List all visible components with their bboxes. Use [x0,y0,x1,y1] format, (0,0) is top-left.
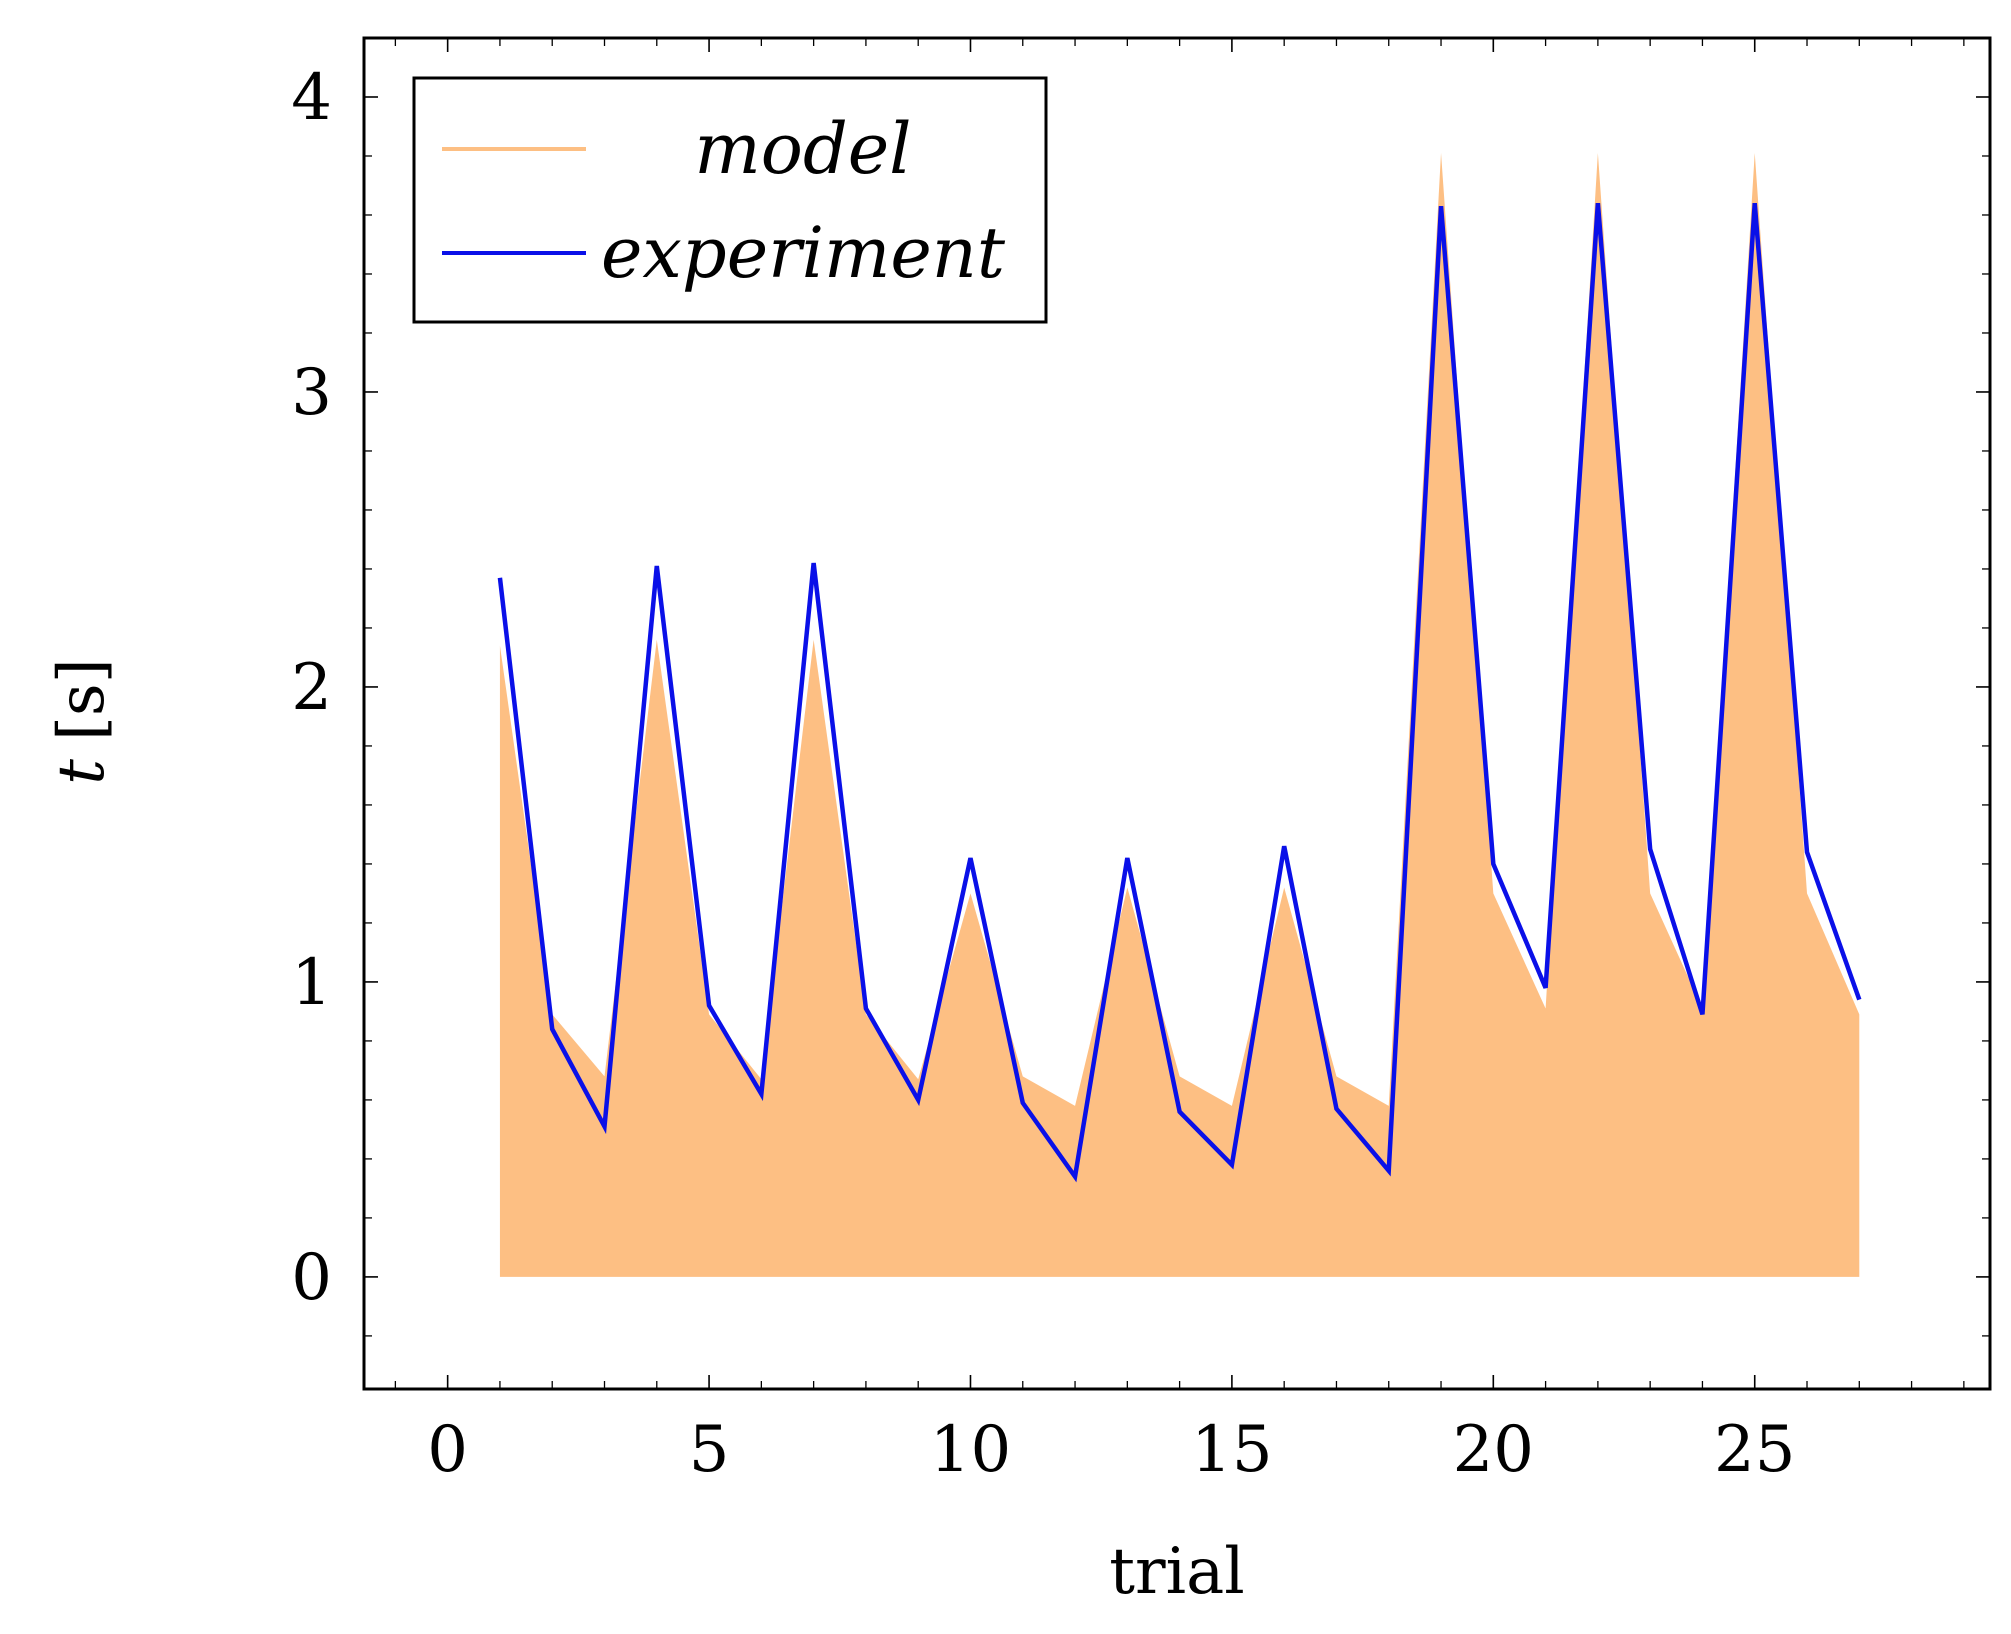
legend: model experiment [412,76,1048,324]
legend-label-model: model [694,108,911,190]
x-tick-label: 25 [1714,1413,1795,1487]
y-tick-label: 2 [291,651,332,725]
x-tick-label: 20 [1453,1413,1534,1487]
experiment-line-layer [497,203,1862,1183]
y-tick-label: 1 [291,946,332,1020]
x-tick-label: 0 [427,1413,468,1487]
model-area-layer [499,153,1860,1277]
legend-box [412,76,1048,324]
y-tick-label: 0 [291,1241,332,1315]
tick-label-layer: 0 5 10 15 20 25 0 1 2 3 4 [291,61,1795,1487]
x-tick-label: 10 [930,1413,1011,1487]
y-axis-label-unit: [s] [45,658,119,741]
legend-label-experiment: experiment [601,212,1006,294]
x-tick-label: 15 [1191,1413,1272,1487]
model-area [499,153,1860,1277]
plot-frame [362,36,1992,1391]
x-tick-label: 5 [689,1413,730,1487]
y-tick-label: 3 [291,356,332,430]
y-axis-label: t [s] [45,658,119,785]
x-axis-label: trial [1109,1535,1244,1609]
y-tick-label: 4 [291,61,332,135]
y-axis-label-symbol: t [45,759,119,785]
